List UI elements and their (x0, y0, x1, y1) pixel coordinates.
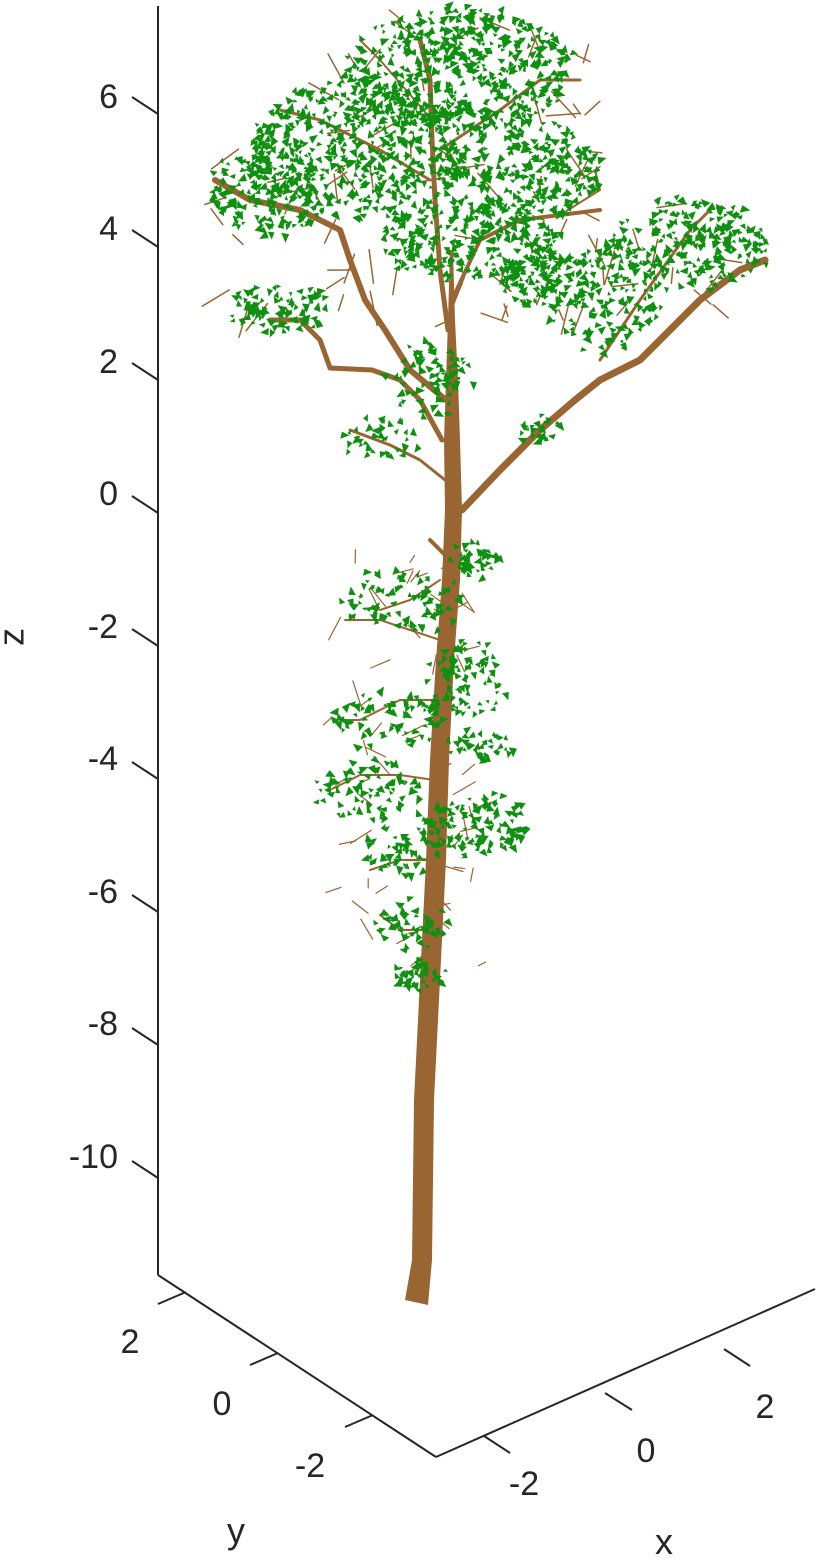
tree-branch (405, 860, 419, 861)
x-tick-label: 0 (637, 1432, 656, 1470)
z-tick-label: -2 (88, 608, 118, 646)
y-tick-label: 0 (213, 1385, 232, 1423)
z-tick-label: -4 (88, 740, 118, 778)
y-tick-label: -2 (295, 1447, 325, 1485)
x-tick-label: -2 (509, 1465, 539, 1503)
y-axis-label: y (227, 1510, 245, 1551)
y-tick-label: 2 (121, 1323, 140, 1361)
z-tick-label: 0 (99, 475, 118, 513)
z-axis-label: z (0, 628, 32, 646)
z-tick-label: 4 (99, 210, 118, 248)
x-tick-label: 2 (756, 1388, 775, 1426)
x-axis-label: x (655, 1521, 673, 1556)
z-tick-label: 2 (99, 343, 118, 381)
z-tick-label: -8 (88, 1005, 118, 1043)
z-tick-label: -10 (69, 1138, 118, 1176)
z-tick-label: 6 (99, 78, 118, 116)
z-tick-label: -6 (88, 873, 118, 911)
